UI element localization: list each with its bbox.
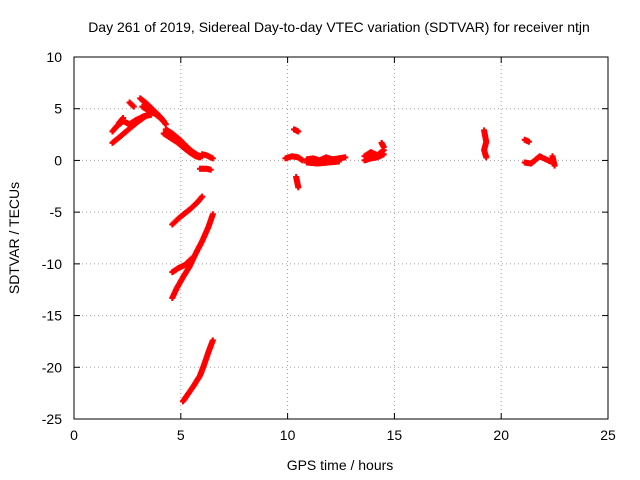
data-point (380, 151, 387, 158)
data-point (342, 154, 349, 161)
data-point (162, 121, 169, 128)
y-tick-label: -20 (42, 359, 62, 375)
grid-lines (74, 57, 608, 419)
data-point (120, 115, 127, 122)
data-point (197, 154, 204, 161)
data-point (295, 128, 302, 135)
data-point (209, 337, 216, 344)
data-point (207, 166, 214, 173)
y-tick-label: 0 (54, 152, 62, 168)
x-axis-label: GPS time / hours (287, 457, 394, 473)
data-point (130, 103, 137, 110)
x-tick-label: 5 (177, 427, 185, 443)
data-point (299, 157, 306, 164)
y-axis-label: SDTVAR / TECUs (6, 182, 22, 294)
y-tick-label: 10 (46, 49, 62, 65)
x-tick-label: 20 (493, 427, 509, 443)
data-point (335, 158, 342, 165)
data-point (295, 184, 302, 191)
axis-ticks: 0 5 10 15 20 25 -25 -20 -15 -10 -5 0 5 10 (42, 49, 616, 443)
y-tick-label: -10 (42, 256, 62, 272)
x-tick-label: 25 (600, 427, 616, 443)
y-tick-label: 5 (54, 101, 62, 117)
data-point (209, 155, 216, 162)
y-tick-label: -25 (42, 411, 62, 427)
data-point (483, 154, 490, 161)
data-points (109, 95, 558, 405)
plot-border (73, 56, 609, 420)
x-tick-label: 0 (70, 427, 78, 443)
y-tick-label: -15 (42, 308, 62, 324)
data-point (551, 162, 558, 169)
x-tick-label: 15 (387, 427, 403, 443)
data-point (209, 211, 216, 218)
y-tick-label: -5 (50, 204, 63, 220)
data-point (199, 193, 206, 200)
x-tick-label: 10 (280, 427, 296, 443)
data-point (380, 143, 387, 150)
data-point (525, 138, 532, 145)
chart-title: Day 261 of 2019, Sidereal Day-to-day VTE… (88, 19, 590, 35)
